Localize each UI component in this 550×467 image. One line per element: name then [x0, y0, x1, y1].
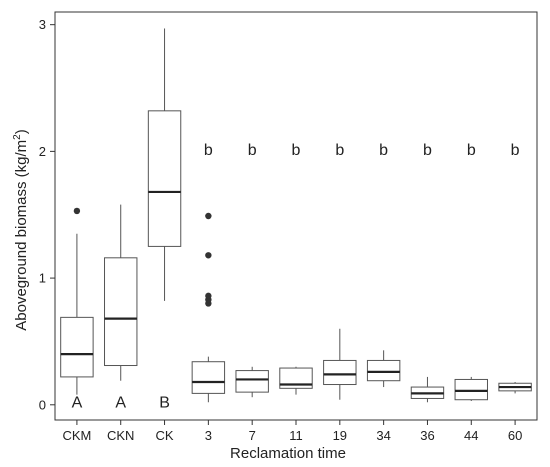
box [366, 359, 401, 382]
x-tick-label: 11 [289, 428, 303, 443]
box [191, 361, 226, 394]
y-axis-title: Aboveground biomass (kg/m2) [12, 129, 30, 331]
y-tick-label: 0 [39, 397, 46, 412]
significance-letter: b [335, 142, 344, 159]
outlier-point [205, 212, 212, 220]
outlier-point [205, 292, 212, 300]
box [60, 316, 94, 378]
y-tick-label: 3 [39, 17, 46, 32]
x-tick-label: 7 [249, 428, 256, 443]
significance-letter: b [248, 142, 257, 159]
x-tick-label: CK [156, 428, 174, 443]
x-tick-label: 60 [508, 428, 522, 443]
significance-letter: A [72, 394, 83, 411]
significance-letter: b [204, 142, 213, 159]
y-tick-label: 1 [39, 271, 46, 286]
outlier-point [73, 207, 81, 215]
significance-letter: b [292, 142, 301, 159]
box [235, 370, 269, 393]
significance-letter: B [159, 394, 170, 411]
significance-letter: b [379, 142, 388, 159]
plot-area: 0 1 2 3 CKM A CKN A CK B 3 b 7 b 11 b 19 b 34 b 36 b 44 b 60 b [39, 11, 538, 443]
significance-letter: A [115, 394, 126, 411]
significance-letter: b [423, 142, 432, 159]
box [104, 257, 138, 367]
x-tick-label: 44 [464, 428, 478, 443]
outlier-point [205, 252, 212, 259]
x-tick-label: CKM [62, 428, 91, 443]
box [323, 359, 357, 386]
x-tick-label: 19 [333, 428, 347, 443]
box [454, 378, 488, 401]
x-axis-title: Reclamation time [230, 445, 346, 462]
significance-letter: b [467, 142, 476, 159]
x-tick-label: 3 [205, 428, 212, 443]
box [279, 367, 313, 389]
significance-letter: b [511, 142, 520, 159]
x-tick-label: 34 [376, 428, 390, 443]
y-tick-label: 2 [39, 144, 46, 159]
box [147, 110, 182, 247]
x-tick-label: 36 [420, 428, 434, 443]
x-tick-label: CKN [107, 428, 134, 443]
